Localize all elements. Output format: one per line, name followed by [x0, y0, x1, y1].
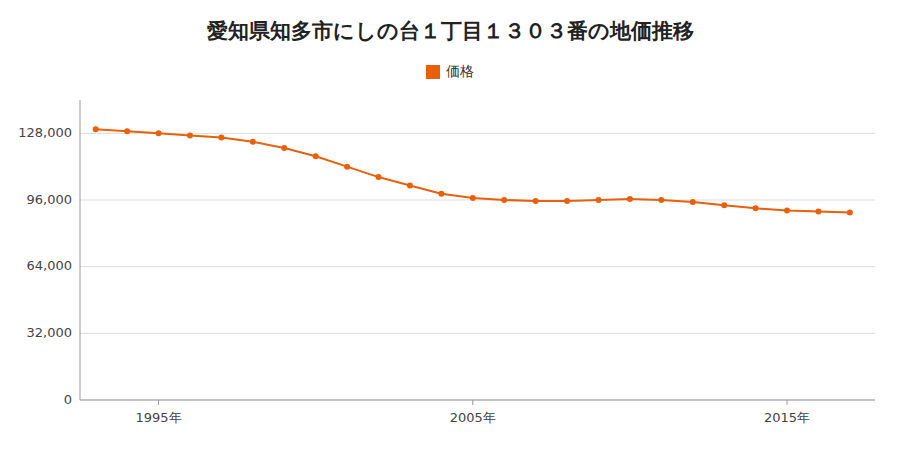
point	[501, 197, 507, 203]
point	[344, 164, 350, 170]
point	[407, 182, 413, 188]
point	[690, 199, 696, 205]
point	[658, 197, 664, 203]
x-tick	[787, 400, 788, 405]
legend: 価格	[426, 63, 474, 79]
line	[96, 129, 850, 212]
point	[124, 128, 130, 134]
y-tick-label: 32,000	[27, 325, 73, 340]
x-tick	[472, 400, 473, 405]
point	[250, 139, 256, 145]
point	[784, 207, 790, 213]
point	[815, 208, 821, 214]
title: 愛知県知多市にしの台１丁目１３０３番の地価推移	[207, 19, 694, 43]
point	[721, 202, 727, 208]
point	[627, 196, 633, 202]
grid-line	[80, 333, 875, 334]
grid-line	[80, 266, 875, 267]
grid-line	[80, 200, 875, 201]
legend-swatch	[426, 65, 440, 79]
y-tick-label: 0	[64, 392, 72, 407]
grid-line	[80, 400, 875, 401]
point	[533, 198, 539, 204]
point	[376, 174, 382, 180]
grid-line	[80, 133, 875, 134]
point	[313, 153, 319, 159]
x-axis-line	[80, 400, 875, 401]
x-tick-label: 2005年	[450, 410, 496, 425]
point	[753, 205, 759, 211]
point	[595, 197, 601, 203]
data	[93, 126, 853, 215]
point	[564, 198, 570, 204]
background	[0, 0, 900, 450]
x-tick-label: 1995年	[136, 410, 182, 425]
point	[438, 191, 444, 197]
point	[187, 132, 193, 138]
x-tick-label: 2015年	[764, 410, 810, 425]
point	[470, 195, 476, 201]
grid	[80, 133, 875, 400]
x-tick	[158, 400, 159, 405]
y-tick-label: 64,000	[27, 258, 73, 273]
point	[156, 130, 162, 136]
y-tick-label: 128,000	[18, 125, 72, 140]
point	[218, 135, 224, 141]
y-axis-line	[80, 100, 81, 400]
page: {"chart_data": {"type": "line", "title":…	[0, 0, 900, 450]
legend-label: 価格	[446, 63, 474, 79]
y-tick-label: 96,000	[27, 192, 73, 207]
chart: 愛知県知多市にしの台１丁目１３０３番の地価推移価格 0 32,000 64,000 96…	[0, 0, 900, 450]
point	[93, 126, 99, 132]
point	[281, 145, 287, 151]
point	[847, 210, 853, 216]
axes: 0 32,000 64,000 96,000 128,000 1995年 2005年 2015…	[18, 100, 875, 425]
